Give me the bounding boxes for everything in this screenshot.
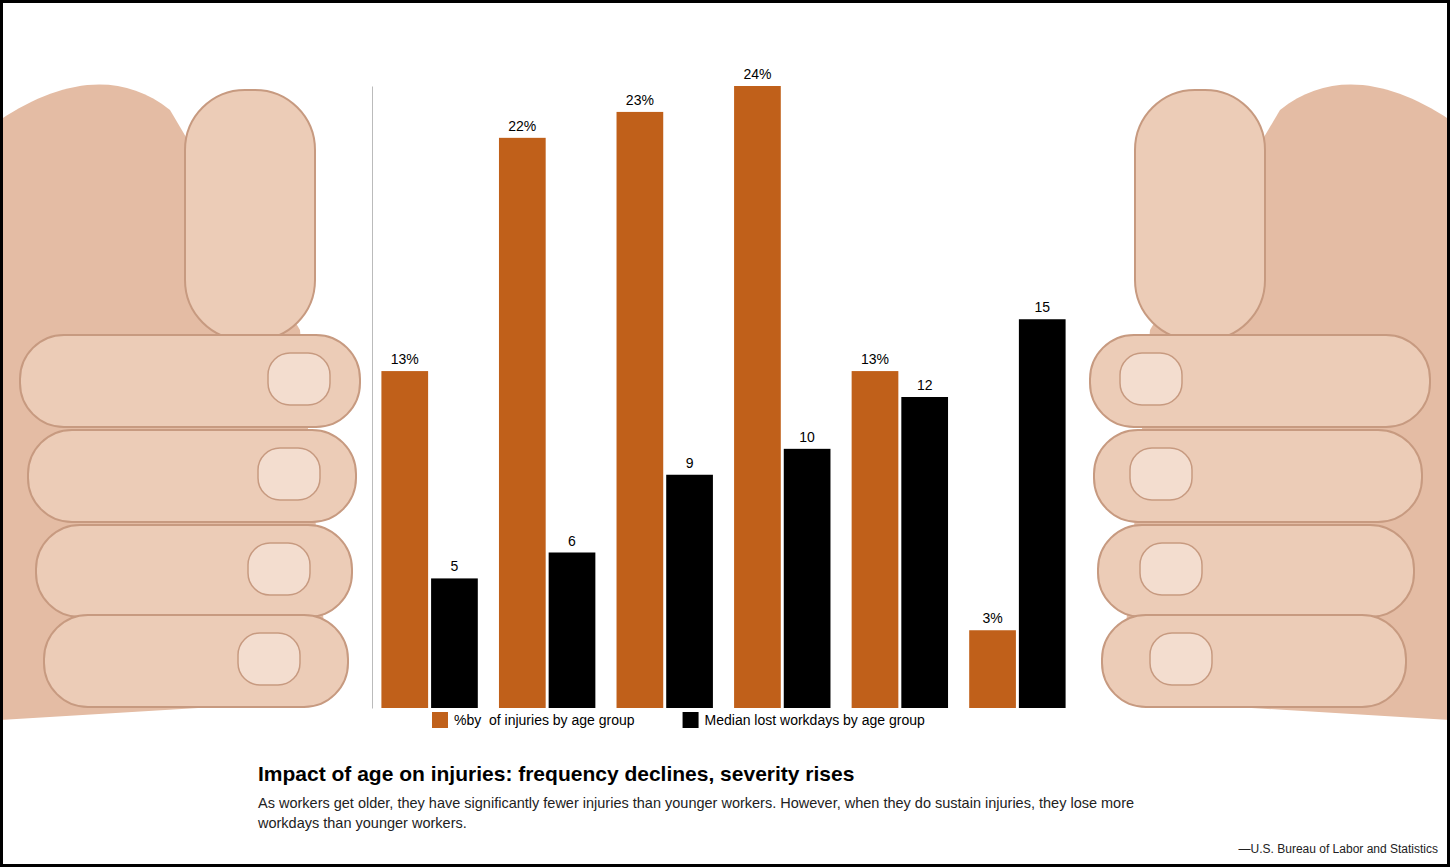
chart-subtitle: As workers get older, they have signific… [257,795,1134,831]
data-label: 10 [799,429,815,445]
bar [549,553,596,709]
subtitle-line: workdays than younger workers. [257,815,467,831]
hand-nail [1140,543,1202,595]
data-label: 9 [686,455,694,471]
bar [499,138,546,708]
legend: %by of injuries by age group Median lost … [432,712,925,728]
source-note: —U.S. Bureau of Labor and Statistics [1239,842,1438,856]
hand-nail [238,633,300,685]
data-label: 5 [451,558,459,574]
data-label: 3% [982,610,1002,626]
data-label: 12 [917,377,933,393]
bars [381,86,1065,708]
hand-thumb [1135,90,1265,340]
bar [852,371,899,708]
legend-item: Median lost workdays by age group [683,712,925,728]
bar [617,112,664,708]
bar [1019,319,1066,708]
chart-svg: 13% 22% 23% 24% 13% 3% 5 6 9 10 12 15 %by of injurie… [0,0,1450,867]
data-label: 6 [568,533,576,549]
hand-finger [1094,430,1422,522]
legend-swatch [683,712,699,728]
hand-nail [1120,353,1182,405]
data-label: 23% [626,92,654,108]
frame [2,2,1449,866]
hand-finger [20,335,360,427]
data-label: 24% [743,66,771,82]
hand-nail [248,543,310,595]
data-label: 13% [391,351,419,367]
data-label: 13% [861,351,889,367]
hand-nail [1150,633,1212,685]
data-label: 15 [1034,299,1050,315]
data-label: 22% [508,118,536,134]
data-labels: 13% 22% 23% 24% 13% 3% 5 6 9 10 12 15 [391,66,1050,626]
hand-decoration [0,85,360,720]
y-axis-line [372,87,373,709]
subtitle-line: As workers get older, they have signific… [258,795,1134,811]
legend-label: Median lost workdays by age group [705,712,925,728]
legend-swatch [432,712,448,728]
legend-item: %by of injuries by age group [432,712,635,728]
hand-thumb [185,90,315,340]
bar [784,449,831,708]
bar [969,630,1016,708]
hand-decoration [1090,85,1450,720]
hand-finger [1102,615,1406,707]
hand-finger [36,525,352,617]
hand-nail [1130,448,1192,500]
hand-finger [1098,525,1414,617]
bar [734,86,781,708]
hand-finger [28,430,356,522]
bar [381,371,428,708]
bar [666,475,713,708]
y-axis [372,87,373,709]
hand-nail [268,353,330,405]
hand-nail [258,448,320,500]
bar [901,397,948,708]
bar [431,578,478,708]
legend-label: %by of injuries by age group [454,712,635,728]
hand-finger [1090,335,1430,427]
hand-finger [44,615,348,707]
background [0,0,1450,867]
chart-title: Impact of age on injuries: frequency dec… [258,762,854,785]
